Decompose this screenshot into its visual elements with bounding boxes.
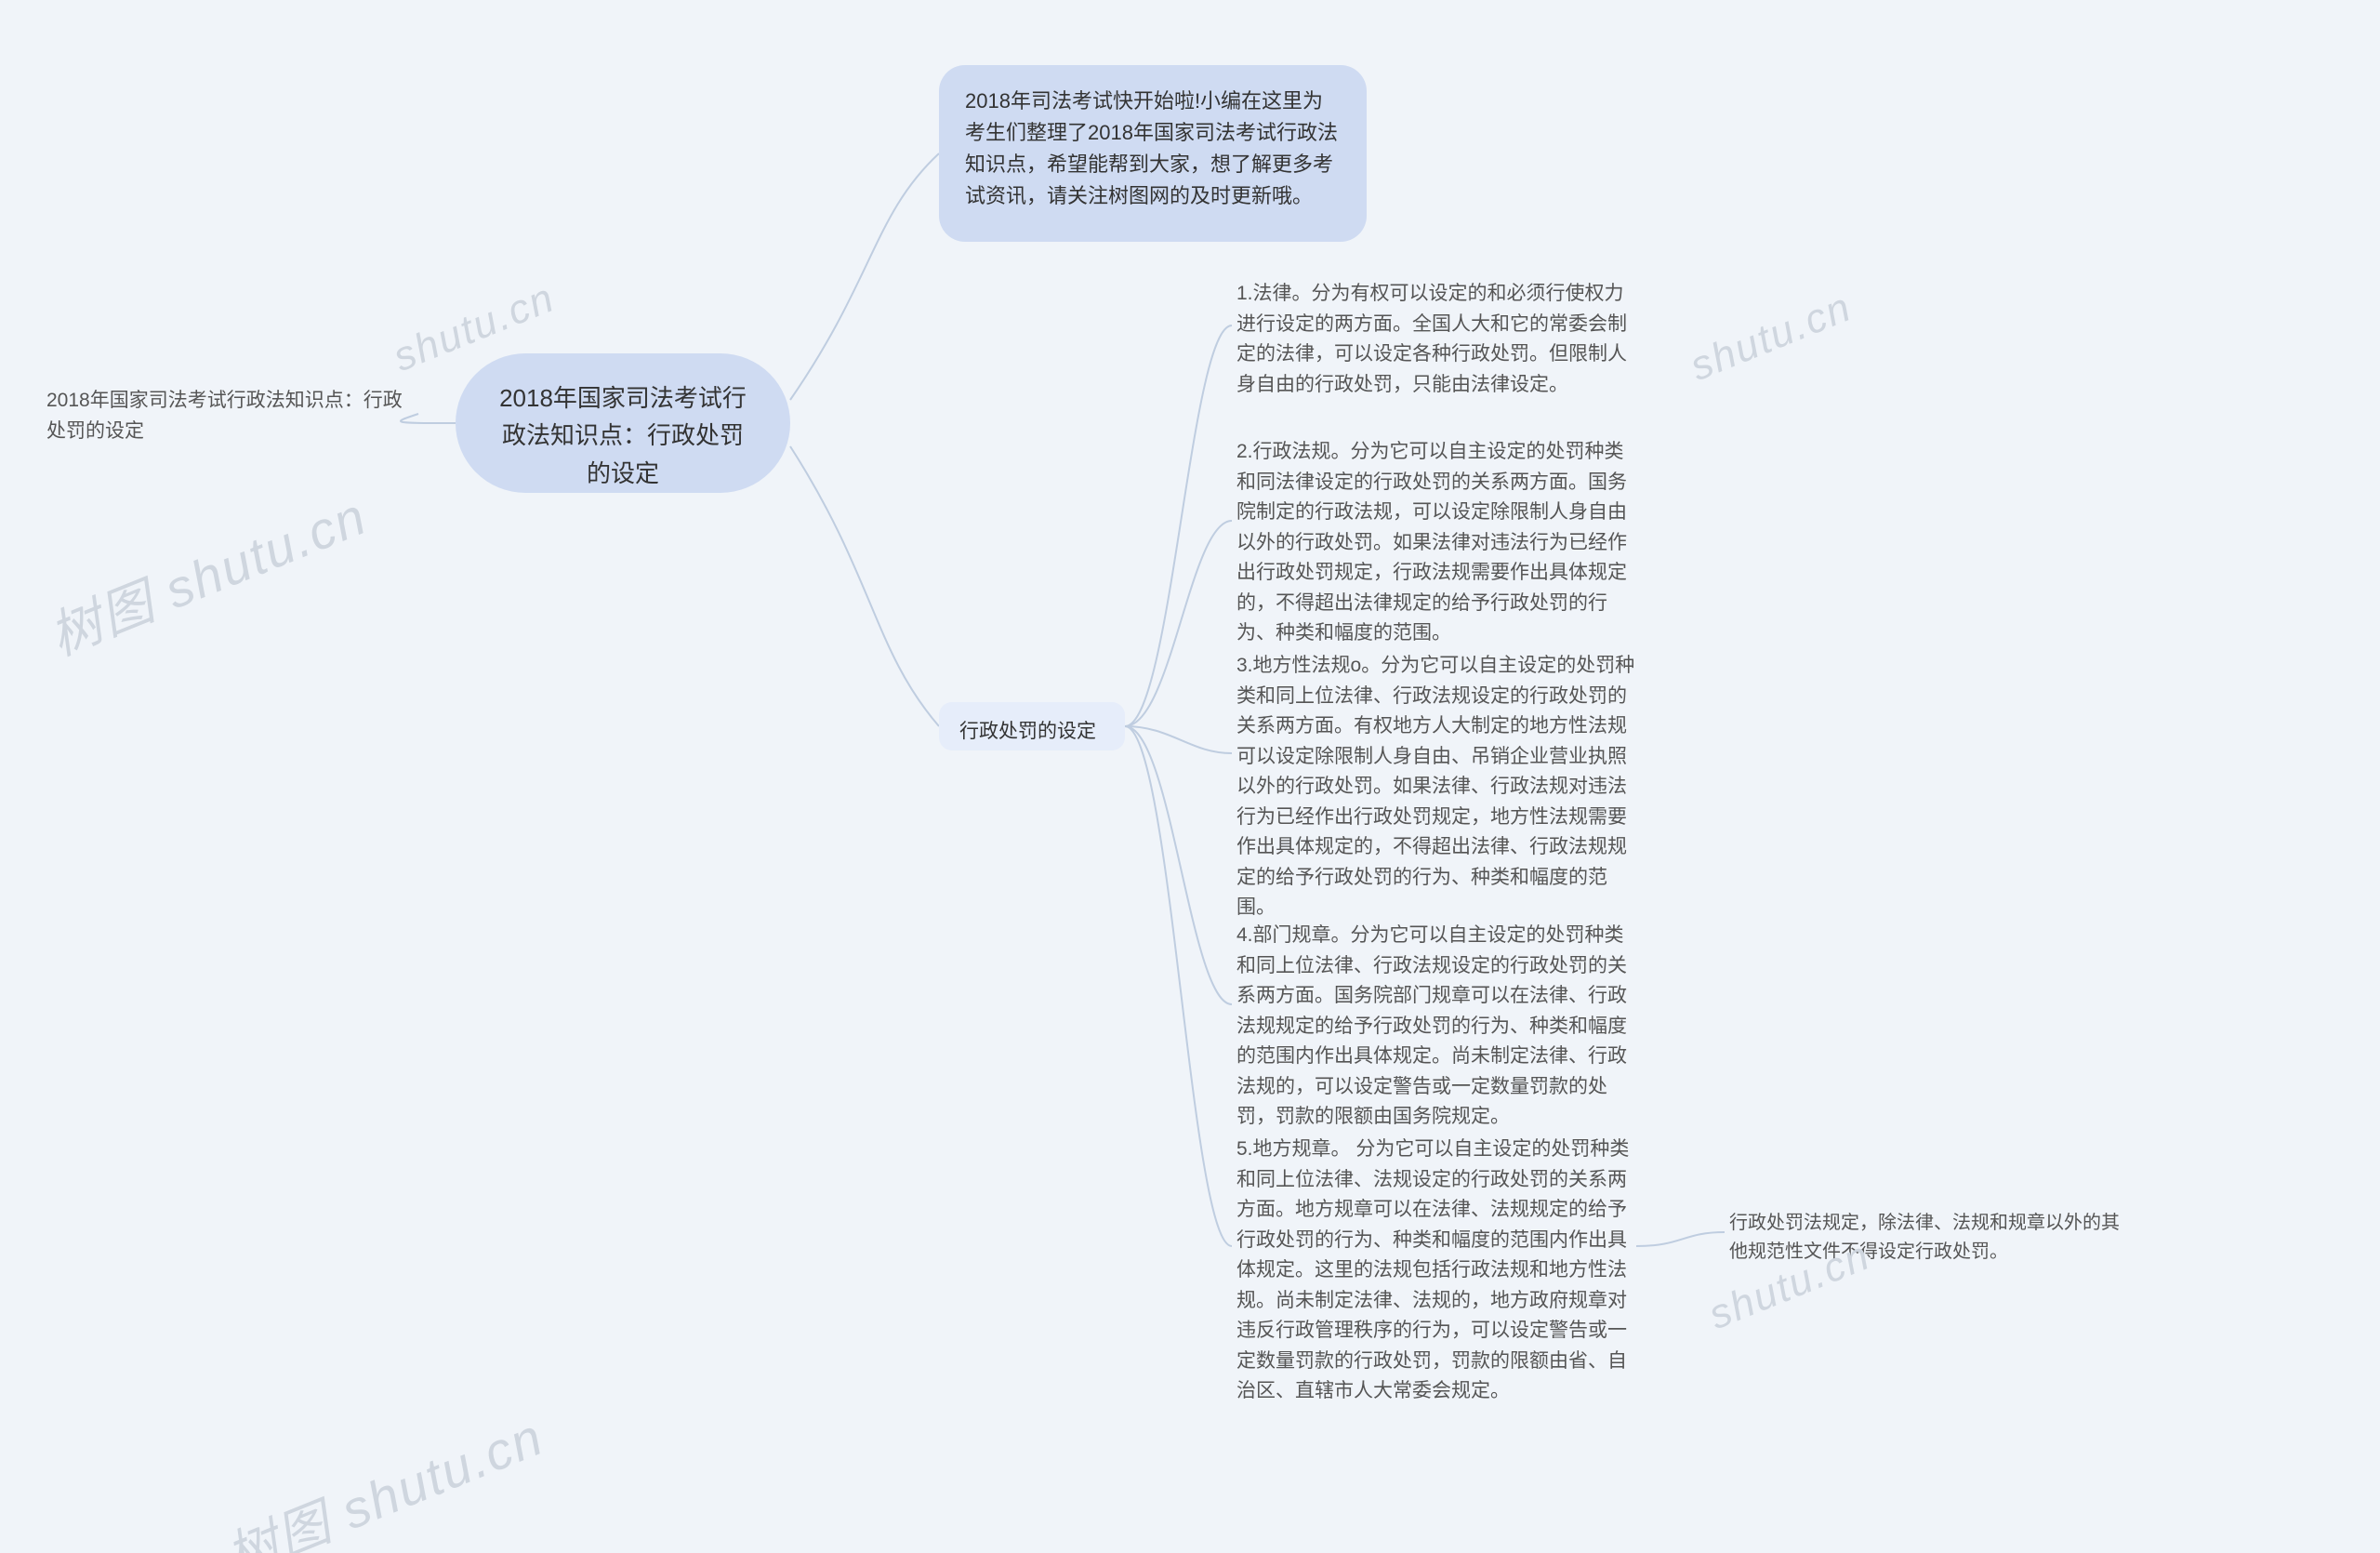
left-title-node[interactable]: 2018年国家司法考试行政法知识点：行政处罚的设定 — [46, 386, 418, 446]
connector-path — [1636, 1232, 1725, 1246]
watermark: shutu.cn — [1684, 284, 1858, 391]
connector-path — [1125, 726, 1232, 1004]
watermark: 树图 shutu.cn — [37, 475, 377, 670]
connector-path — [790, 153, 939, 400]
item-node-3[interactable]: 3.地方性法规o。分为它可以自主设定的处罚种类和同上位法律、行政法规设定的行政处… — [1236, 651, 1636, 923]
watermark: 树图 shutu.cn — [214, 1396, 553, 1553]
section-node[interactable]: 行政处罚的设定 — [939, 702, 1125, 750]
connector-path — [790, 446, 939, 726]
item-node-5[interactable]: 5.地方规章。 分为它可以自主设定的处罚种类和同上位法律、法规设定的行政处罚的关… — [1236, 1135, 1636, 1407]
connector-path — [1125, 726, 1232, 753]
intro-bubble-node[interactable]: 2018年司法考试快开始啦!小编在这里为考生们整理了2018年国家司法考试行政法… — [939, 65, 1367, 242]
root-node[interactable]: 2018年国家司法考试行政法知识点：行政处罚的设定 — [456, 353, 790, 493]
connector-path — [1125, 521, 1232, 726]
extra-note-node[interactable]: 行政处罚法规定，除法律、法规和规章以外的其他规范性文件不得设定行政处罚。 — [1729, 1209, 2129, 1267]
connector-path — [1125, 726, 1232, 1246]
item-node-4[interactable]: 4.部门规章。分为它可以自主设定的处罚种类和同上位法律、行政法规设定的行政处罚的… — [1236, 921, 1636, 1133]
item-node-1[interactable]: 1.法律。分为有权可以设定的和必须行使权力进行设定的两方面。全国人大和它的常委会… — [1236, 279, 1636, 400]
item-node-2[interactable]: 2.行政法规。分为它可以自主设定的处罚种类和同法律设定的行政处罚的关系两方面。国… — [1236, 437, 1636, 649]
connector-path — [1125, 325, 1232, 726]
